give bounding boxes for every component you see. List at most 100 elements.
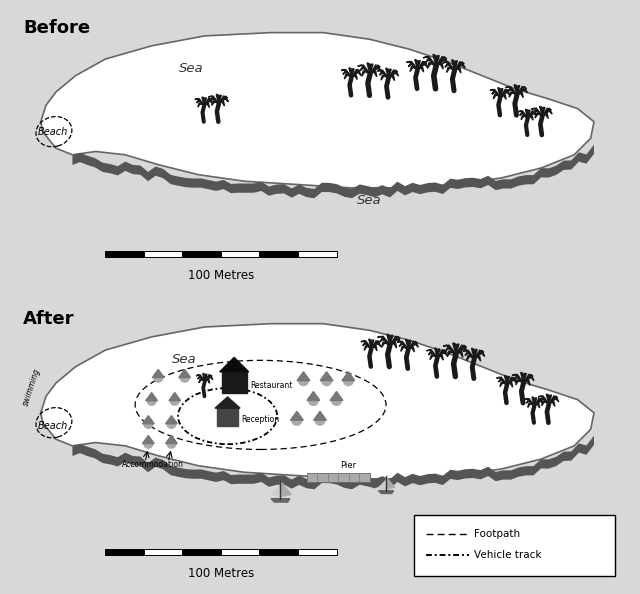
Polygon shape [351,69,354,77]
Polygon shape [525,109,528,118]
Circle shape [170,396,179,405]
Polygon shape [307,473,369,482]
Polygon shape [549,398,559,404]
Polygon shape [454,64,465,71]
Polygon shape [387,334,390,345]
Text: Restaurant: Restaurant [251,381,293,390]
Circle shape [344,375,353,386]
Polygon shape [454,62,464,71]
Polygon shape [198,377,205,381]
Polygon shape [507,383,513,387]
Polygon shape [330,391,343,400]
Polygon shape [314,412,326,420]
Polygon shape [364,346,371,350]
Polygon shape [358,65,370,74]
Polygon shape [500,382,507,387]
Polygon shape [474,350,484,359]
Circle shape [298,375,308,386]
Polygon shape [437,352,447,358]
Polygon shape [436,59,448,66]
Polygon shape [41,33,594,188]
Polygon shape [509,92,517,97]
Polygon shape [447,351,456,357]
Circle shape [167,419,176,428]
Polygon shape [202,97,204,106]
Polygon shape [417,67,424,72]
Polygon shape [465,352,474,359]
Circle shape [144,419,153,428]
Polygon shape [534,403,540,408]
Polygon shape [196,100,204,106]
Polygon shape [143,416,154,424]
Polygon shape [524,374,526,383]
Text: Beach: Beach [38,127,68,137]
Polygon shape [406,339,408,349]
Polygon shape [215,397,240,408]
Polygon shape [507,376,509,385]
Polygon shape [528,116,533,120]
Polygon shape [307,391,320,400]
Polygon shape [380,72,388,78]
Polygon shape [467,355,474,361]
Polygon shape [370,71,377,77]
Polygon shape [497,377,507,385]
Circle shape [322,375,332,386]
Polygon shape [514,377,524,383]
Polygon shape [542,110,552,116]
Polygon shape [220,358,249,372]
Polygon shape [512,374,524,383]
Polygon shape [521,372,524,383]
Polygon shape [378,70,388,78]
Polygon shape [454,68,461,73]
Polygon shape [443,62,454,71]
Polygon shape [204,100,212,106]
Polygon shape [500,90,509,97]
Polygon shape [517,89,527,95]
Polygon shape [453,343,456,355]
Polygon shape [541,401,549,406]
Polygon shape [388,75,395,81]
Polygon shape [428,62,436,68]
Polygon shape [542,108,545,116]
Polygon shape [538,396,549,404]
Text: Accommodation: Accommodation [122,460,184,469]
Bar [182,549,221,555]
Polygon shape [152,369,164,378]
Polygon shape [443,345,456,355]
Polygon shape [219,96,227,104]
Polygon shape [205,380,210,383]
Polygon shape [179,369,191,378]
Polygon shape [463,350,474,359]
Polygon shape [527,403,534,407]
Polygon shape [363,343,371,349]
Polygon shape [499,379,507,385]
Polygon shape [490,90,500,97]
Polygon shape [500,94,506,99]
Polygon shape [219,98,228,104]
Polygon shape [524,377,534,383]
Text: Vehicle track: Vehicle track [474,551,541,560]
Polygon shape [342,372,355,381]
Bar [259,549,298,555]
Polygon shape [428,352,437,358]
Bar [259,251,298,257]
Polygon shape [417,61,427,69]
Polygon shape [367,63,370,74]
Polygon shape [408,342,417,349]
Polygon shape [351,69,360,77]
Polygon shape [381,75,388,80]
Polygon shape [381,342,390,347]
Polygon shape [272,486,280,497]
Polygon shape [370,65,380,74]
Text: After: After [23,311,74,328]
Polygon shape [515,84,517,95]
Polygon shape [549,396,558,404]
Polygon shape [437,355,444,360]
Text: Beach: Beach [38,421,68,431]
Polygon shape [219,102,225,106]
Polygon shape [516,380,524,385]
Polygon shape [540,398,549,404]
Polygon shape [508,89,517,95]
Polygon shape [360,67,370,74]
Polygon shape [72,435,594,489]
